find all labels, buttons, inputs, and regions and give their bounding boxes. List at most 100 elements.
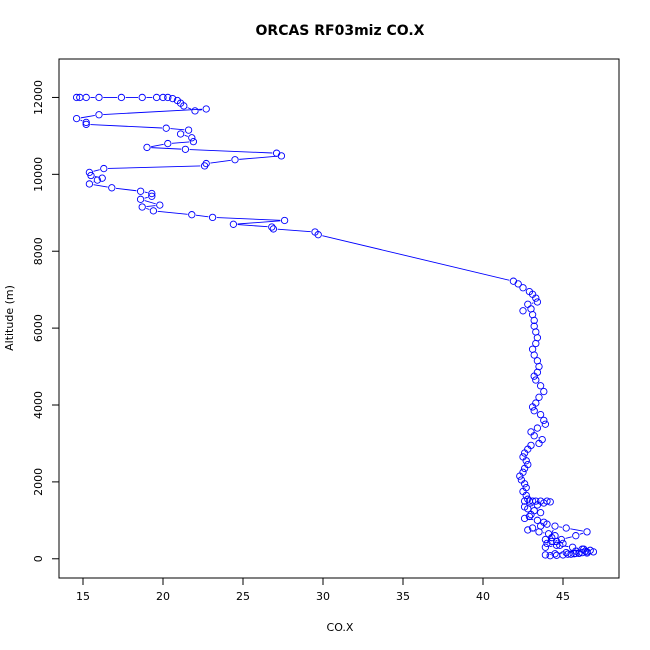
series-segment [277, 228, 311, 233]
data-point [268, 223, 276, 231]
series-segment [237, 224, 268, 228]
data-point [148, 189, 156, 198]
data-point [562, 524, 570, 532]
data-point [520, 449, 529, 457]
data-point [530, 432, 538, 440]
data-point [536, 410, 545, 419]
x-axis-label: CO.X [327, 621, 354, 634]
series-segment [146, 207, 150, 210]
data-point [189, 138, 198, 146]
data-point [208, 213, 217, 222]
data-point [541, 543, 550, 551]
data-point [138, 93, 146, 102]
data-point [229, 220, 238, 228]
series-segment [210, 159, 231, 164]
data-point [528, 524, 537, 532]
data-point [93, 176, 102, 184]
data-point [524, 505, 532, 513]
data-point [527, 510, 535, 519]
data-point [136, 187, 145, 195]
data-point [533, 298, 542, 306]
series-segment [80, 119, 83, 122]
data-point [85, 180, 94, 188]
data-point [181, 145, 190, 153]
x-tick-label: 20 [156, 590, 170, 603]
series-segment [107, 165, 201, 169]
data-point [564, 550, 572, 558]
series-segment [144, 196, 148, 199]
data-point [583, 528, 591, 536]
data-point [536, 508, 545, 517]
data-point [543, 520, 551, 528]
data-point [540, 416, 548, 425]
data-point [200, 162, 209, 170]
data-point [138, 203, 146, 211]
x-tick-label: 30 [316, 590, 330, 603]
series-segment [103, 108, 203, 115]
y-axis-label: Altitude (m) [3, 285, 16, 351]
series-segment [189, 149, 273, 154]
plot-frame [58, 58, 620, 579]
y-tick-label: 10000 [32, 157, 45, 192]
data-point [578, 548, 586, 557]
data-point [556, 541, 564, 549]
series-segment [216, 217, 281, 221]
data-point [159, 93, 167, 102]
chart-title: ORCAS RF03miz CO.X [256, 23, 425, 39]
data-point [72, 93, 81, 102]
data-point [520, 480, 529, 488]
series-segment [80, 115, 95, 119]
series-segment [570, 528, 583, 532]
data-point [514, 280, 522, 288]
data-point [540, 499, 548, 507]
series-segment [146, 205, 156, 208]
data-point [180, 102, 188, 110]
data-point [314, 231, 322, 239]
data-point [152, 93, 161, 102]
data-point [87, 171, 95, 180]
data-point [272, 149, 281, 157]
y-tick-label: 12000 [32, 80, 45, 115]
series-segment [184, 134, 188, 137]
data-point [519, 284, 527, 292]
data-point [188, 211, 196, 219]
data-point [156, 201, 164, 209]
series-segment [171, 141, 190, 144]
data-point [108, 184, 116, 192]
data-point [184, 126, 193, 134]
data-point [164, 93, 172, 102]
data-point [72, 114, 81, 123]
data-point [528, 403, 537, 411]
data-point [552, 541, 561, 549]
data-point [176, 130, 185, 138]
data-point [191, 107, 199, 115]
data-point [546, 552, 554, 560]
series-segment [151, 147, 182, 150]
y-tick-label: 6000 [32, 314, 45, 342]
series-segment [195, 214, 209, 218]
data-series [72, 93, 598, 560]
data-point [530, 351, 538, 359]
y-axis: 0 2000 4000 6000 8000 10000 12000 [32, 80, 60, 562]
data-point [530, 316, 538, 325]
series-segment [93, 184, 108, 188]
series-segment [579, 532, 584, 535]
data-point [202, 105, 210, 113]
data-point [117, 93, 126, 102]
data-point [280, 216, 289, 225]
data-point [188, 134, 196, 142]
data-point [136, 195, 145, 203]
data-point [516, 472, 524, 480]
data-point [98, 174, 106, 182]
series-segment [187, 107, 192, 110]
data-point [551, 550, 559, 558]
data-point [532, 376, 540, 384]
data-point [82, 118, 90, 127]
series-segment [170, 128, 185, 131]
data-point [149, 207, 158, 215]
data-point [535, 393, 543, 401]
data-point [548, 533, 556, 542]
series-segment [322, 235, 510, 281]
x-tick-label: 15 [76, 590, 90, 603]
